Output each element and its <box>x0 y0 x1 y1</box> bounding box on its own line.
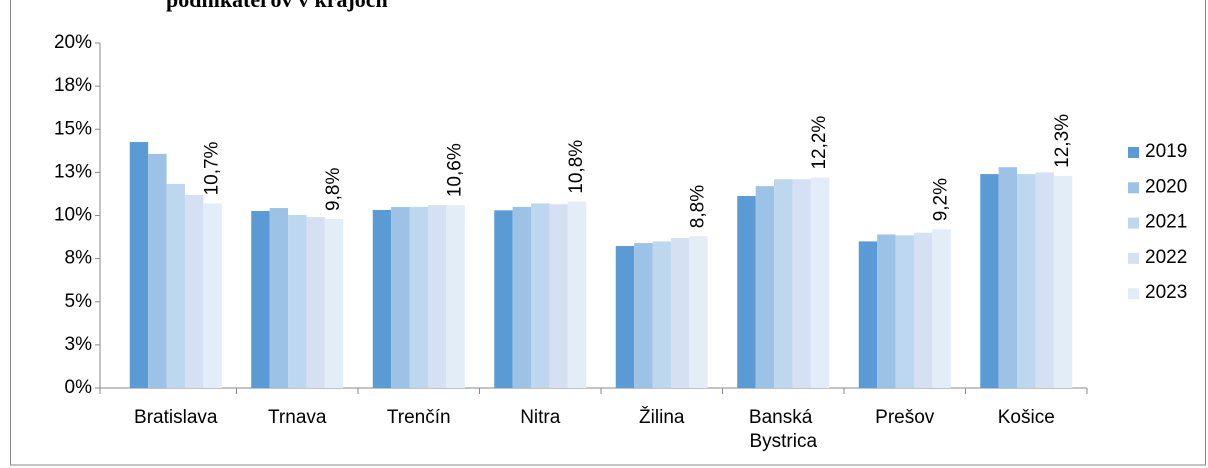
data-label: 12,3% <box>1052 114 1073 168</box>
data-label: 9,8% <box>323 168 344 211</box>
bar <box>913 232 933 388</box>
bar <box>306 217 325 388</box>
legend-label: 2022 <box>1145 247 1187 268</box>
bar <box>1053 175 1073 388</box>
x-tick-label: Trnava <box>268 407 327 428</box>
y-tick-label: 3% <box>65 334 93 355</box>
legend-swatch <box>1128 147 1139 158</box>
bar <box>792 179 811 388</box>
y-tick-label: 20% <box>54 32 92 53</box>
legend-label: 2020 <box>1145 176 1187 197</box>
bar <box>391 207 410 388</box>
y-tick-label: 8% <box>65 248 93 269</box>
bar <box>567 201 587 388</box>
bar <box>932 229 951 388</box>
bar <box>372 209 392 388</box>
bar <box>531 203 550 388</box>
y-tick-label: 13% <box>54 161 92 182</box>
bar <box>689 236 708 388</box>
bar <box>324 218 344 388</box>
bar <box>670 237 690 388</box>
x-tick-label: Prešov <box>875 407 935 428</box>
legend-label: 2023 <box>1145 282 1187 303</box>
bar <box>203 203 222 388</box>
data-label: 8,8% <box>688 185 709 228</box>
y-tick-label: 15% <box>54 118 92 139</box>
y-tick-label: 0% <box>65 377 93 398</box>
data-label: 10,7% <box>202 141 223 195</box>
bar <box>184 194 204 388</box>
legend-label: 2021 <box>1145 212 1187 233</box>
bar <box>409 206 428 388</box>
bar <box>1017 174 1036 388</box>
bar <box>652 241 671 388</box>
y-tick-label: 10% <box>54 205 92 226</box>
bar <box>998 167 1018 388</box>
legend-swatch <box>1128 182 1139 194</box>
bar <box>1035 172 1054 388</box>
bar <box>129 142 149 388</box>
bar <box>512 206 532 388</box>
bar <box>269 208 289 388</box>
bar <box>877 234 896 388</box>
bar <box>755 186 775 388</box>
bar <box>427 205 447 388</box>
y-tick-label: 5% <box>65 291 93 312</box>
legend-label: 2019 <box>1145 141 1187 162</box>
x-tick-label: Trenčín <box>387 407 451 428</box>
x-tick-label: Bratislava <box>134 407 218 428</box>
bar <box>166 183 185 388</box>
legend-swatch <box>1128 252 1139 264</box>
data-label: 12,2% <box>809 116 830 170</box>
bar <box>549 204 568 388</box>
bar <box>615 246 635 388</box>
x-tick-label: Žilina <box>639 406 685 428</box>
bar <box>895 235 914 388</box>
data-label: 10,8% <box>566 140 587 194</box>
bar <box>288 214 307 388</box>
bar <box>494 210 513 388</box>
chart-title: podnikateľov v krajoch <box>166 0 388 12</box>
frame <box>10 0 1206 466</box>
bar <box>446 205 465 388</box>
legend-swatch <box>1128 217 1139 229</box>
x-tick-label: Nitra <box>520 407 561 428</box>
data-label: 9,2% <box>931 178 952 221</box>
legend-swatch <box>1128 288 1139 300</box>
bar <box>980 174 999 388</box>
y-tick-label: 18% <box>54 75 92 96</box>
bar <box>634 243 653 388</box>
bar <box>737 196 756 388</box>
bar <box>810 177 830 388</box>
bar <box>858 241 878 388</box>
data-label: 10,6% <box>445 143 466 197</box>
bar <box>774 179 793 388</box>
bar <box>251 211 270 388</box>
x-tick-label: Banská Bystrica <box>749 407 818 452</box>
x-tick-label: Košice <box>998 407 1055 428</box>
bar <box>148 153 167 388</box>
